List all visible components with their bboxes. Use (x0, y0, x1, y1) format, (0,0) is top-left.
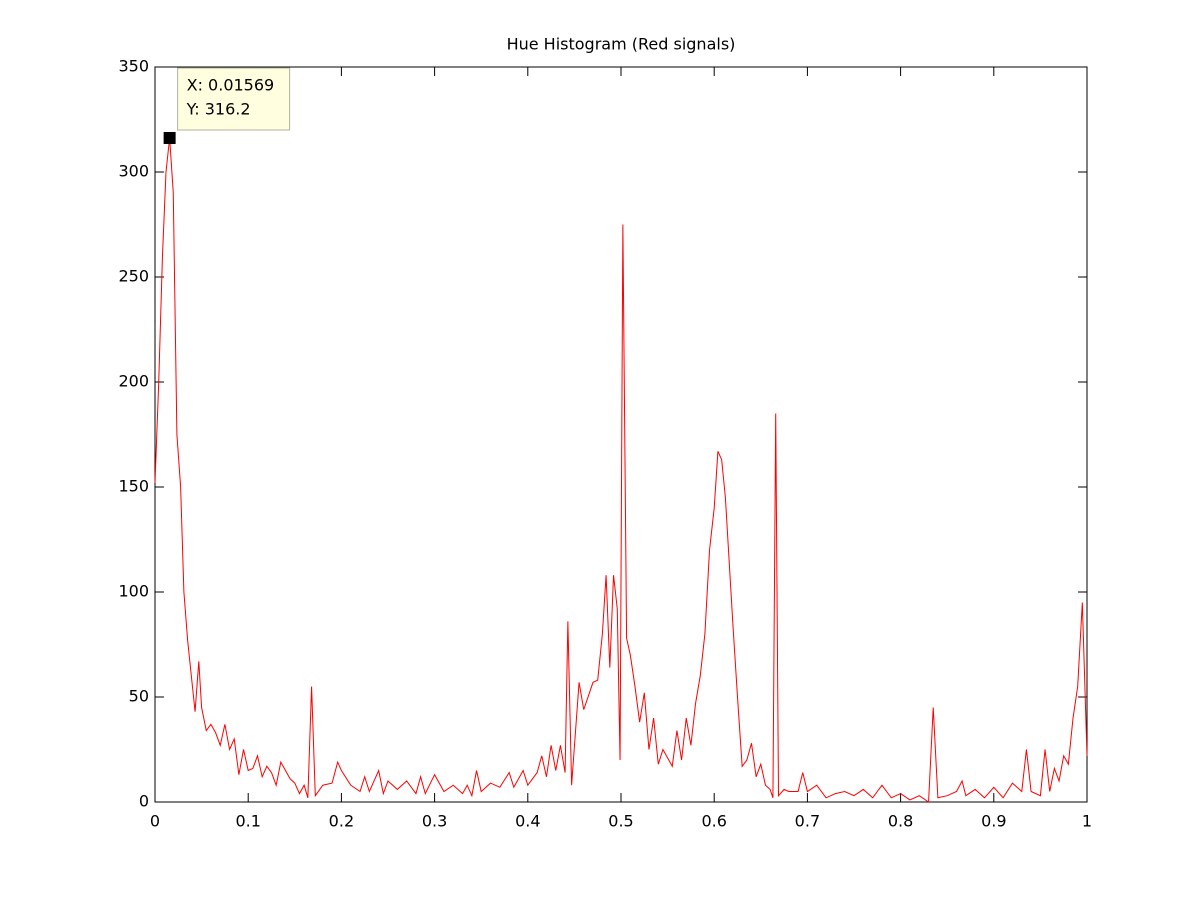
datatip-label: Y: 316.2 (186, 100, 251, 119)
x-tick-label: 0.7 (795, 812, 820, 831)
x-tick-label: 0.6 (701, 812, 726, 831)
datatip-marker (163, 131, 176, 144)
datatip-box (177, 67, 291, 131)
x-tick-label: 0.1 (235, 812, 260, 831)
x-tick-label: 0.2 (329, 812, 354, 831)
x-tick-label: 0.8 (888, 812, 913, 831)
y-tick-label: 300 (118, 162, 149, 181)
datatip-label: X: 0.01569 (187, 76, 275, 95)
y-tick-label: 150 (118, 477, 149, 496)
y-tick-label: 350 (118, 57, 149, 76)
x-tick-label: 0.4 (515, 812, 540, 831)
x-tick-label: 0.9 (981, 812, 1006, 831)
y-tick-label: 100 (118, 582, 149, 601)
x-tick-label: 0 (150, 812, 160, 831)
x-tick-label: 1 (1082, 812, 1092, 831)
chart-title: Hue Histogram (Red signals) (507, 35, 736, 54)
plot-area (154, 66, 1088, 803)
x-tick-label: 0.5 (608, 812, 633, 831)
y-tick-label: 50 (129, 687, 149, 706)
x-tick-label: 0.3 (422, 812, 447, 831)
y-tick-label: 250 (118, 267, 149, 286)
y-tick-label: 200 (118, 372, 149, 391)
data-line (154, 137, 1088, 803)
y-tick-label: 0 (139, 792, 149, 811)
